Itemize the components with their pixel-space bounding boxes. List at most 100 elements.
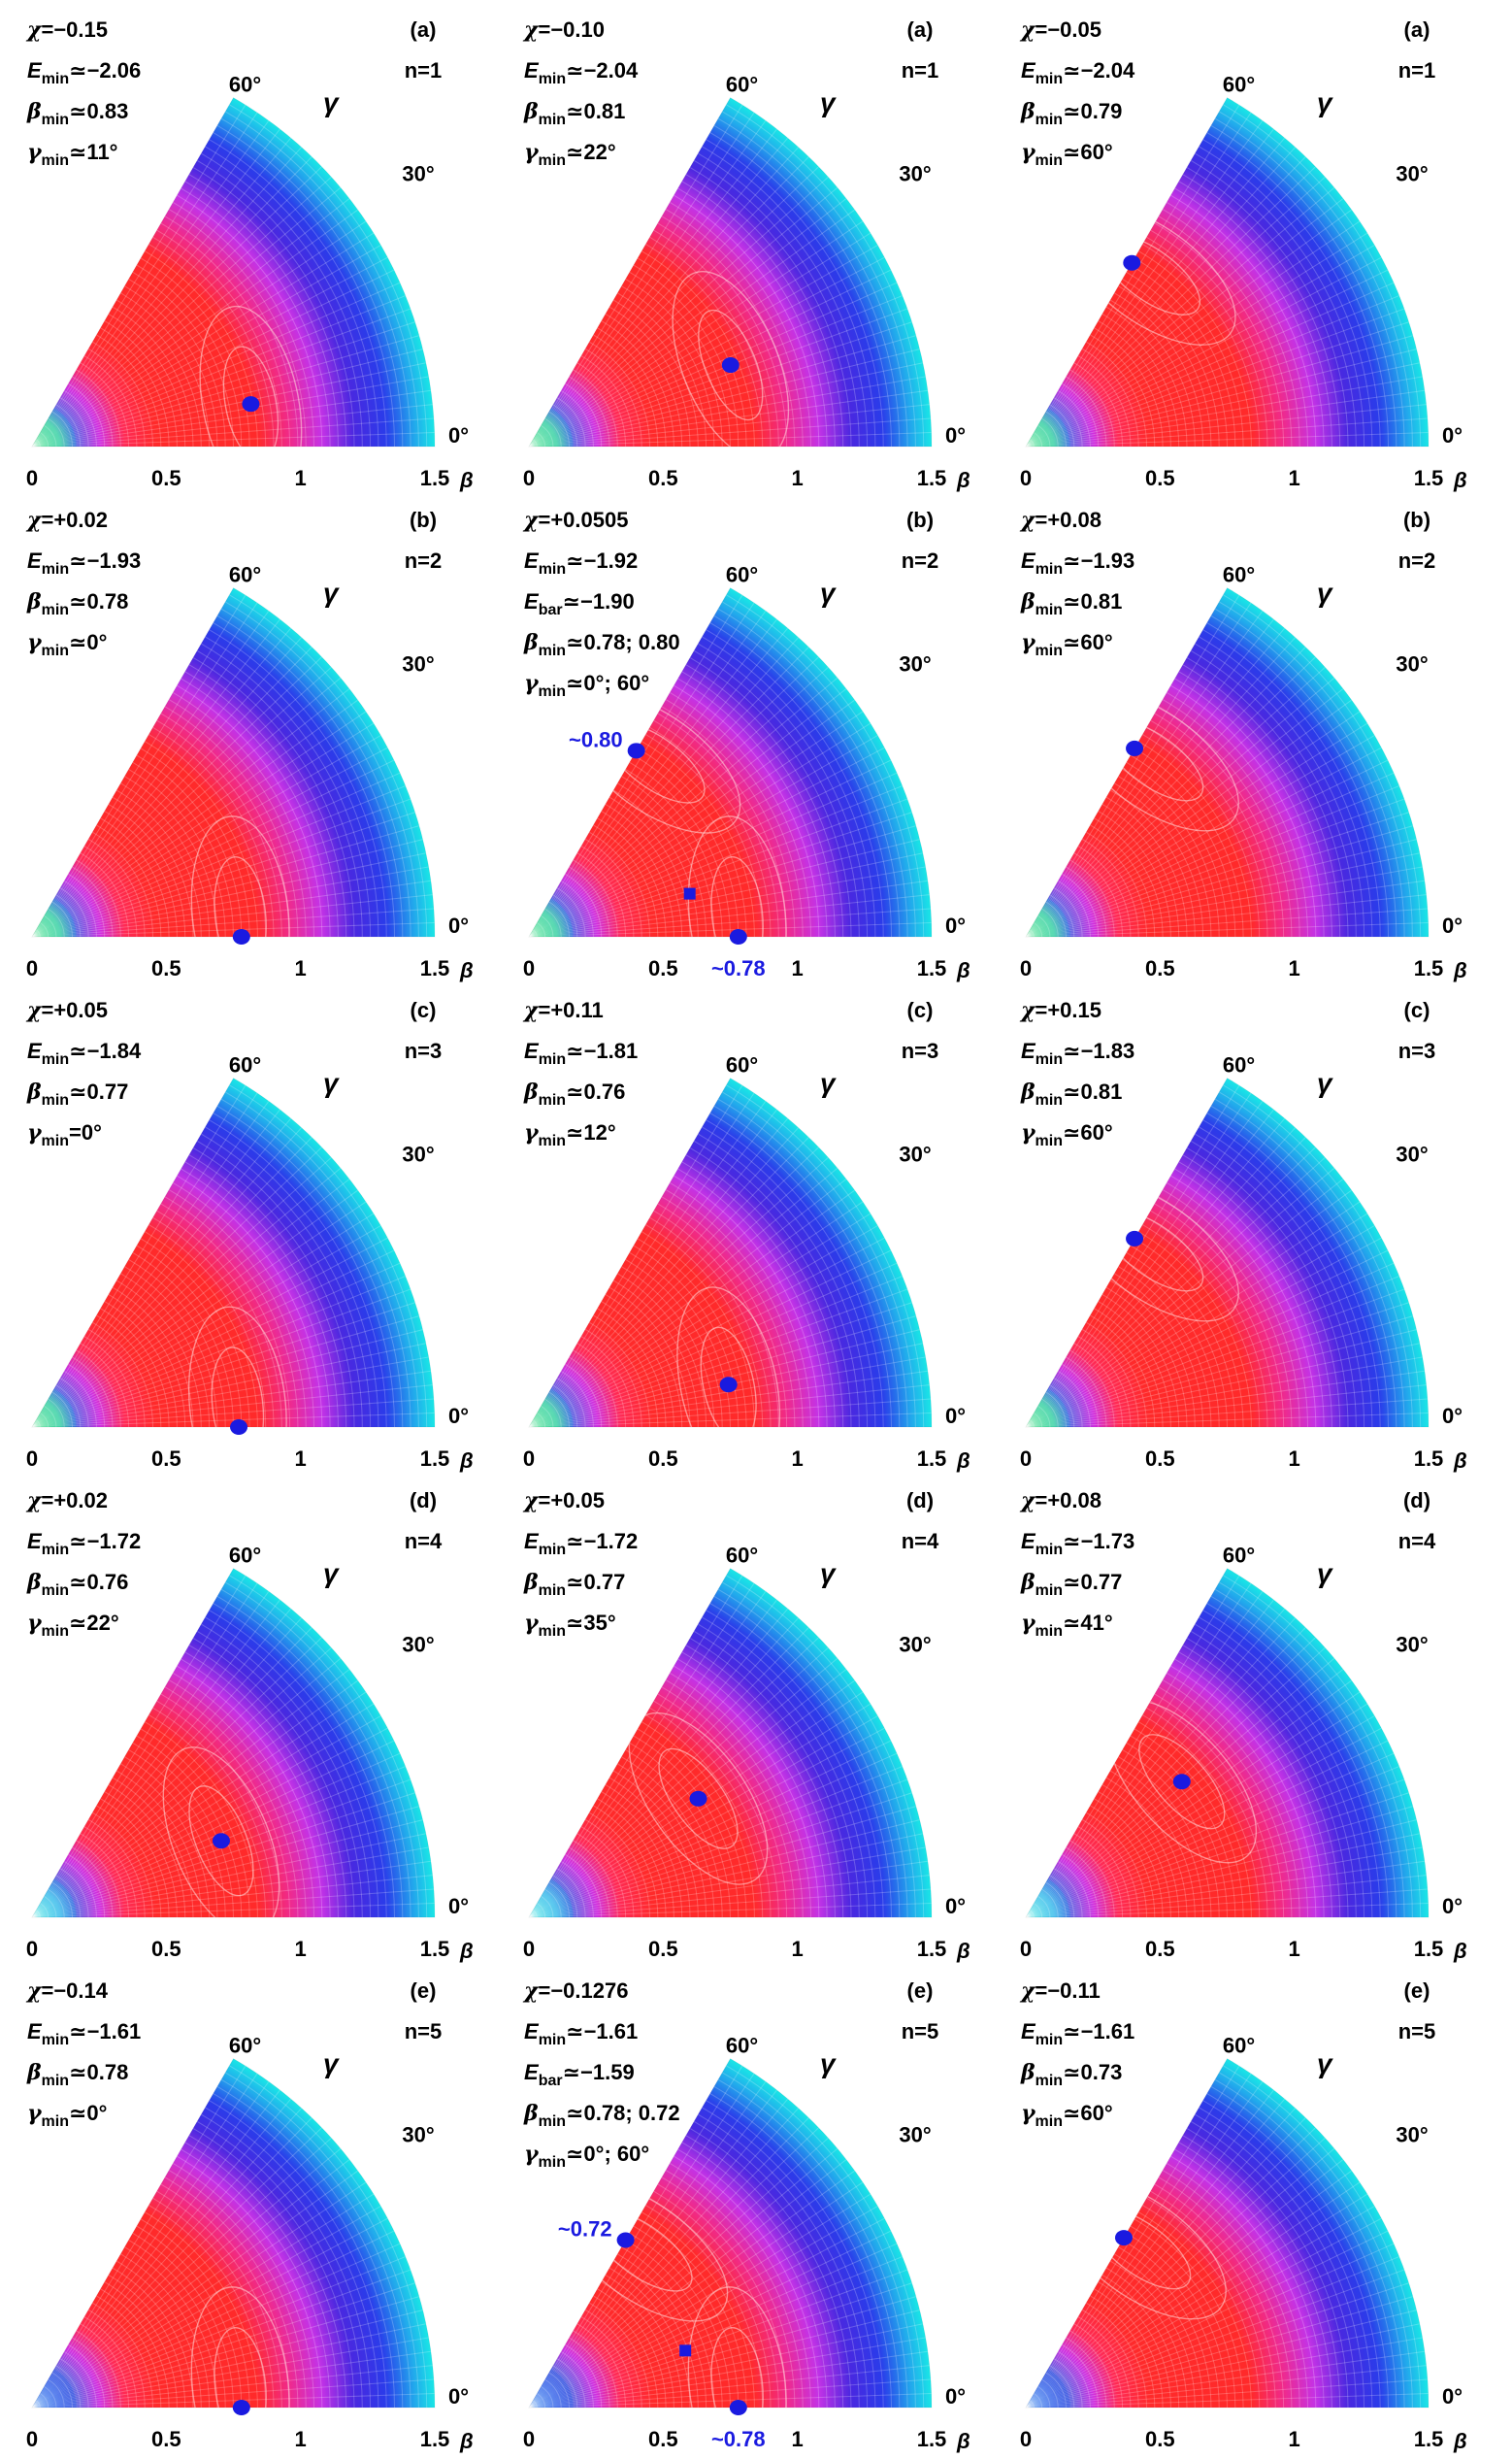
- contour-grid: [1026, 2065, 1429, 2408]
- gamma-tick-30: 30°: [899, 1143, 931, 1167]
- beta-annotation: ~0.78: [711, 956, 766, 980]
- param-line: γmin≃0°; 60°: [524, 2142, 649, 2171]
- beta-tick-2: 1: [1289, 2427, 1300, 2451]
- contour-grid: [529, 104, 932, 447]
- param-line: βmin≃0.78; 0.80: [523, 630, 680, 659]
- minimum-marker: [1114, 2230, 1133, 2246]
- beta-annotation: ~0.80: [569, 727, 623, 751]
- wedge-outline: [1025, 586, 1430, 938]
- beta-axis-symbol: β: [956, 468, 970, 492]
- beta-axis-symbol: β: [459, 958, 474, 982]
- minimum-contours: [162, 1746, 280, 1917]
- wedge-outline: [528, 1077, 933, 1428]
- panel-n-label: n=2: [405, 548, 443, 573]
- beta-tick-1: 0.5: [151, 466, 181, 490]
- beta-tick-0: 0: [26, 1446, 38, 1471]
- beta-tick-3: 1.5: [917, 1937, 947, 1961]
- param-line: χ=−0.11: [1019, 1978, 1101, 2004]
- param-line: βmin≃0.83: [26, 99, 128, 128]
- beta-tick-2: 1: [1289, 1937, 1300, 1961]
- param-line: βmin≃0.78: [26, 589, 128, 618]
- panel-label: (e): [411, 1978, 437, 2003]
- pes-wedge: [32, 1568, 435, 1917]
- beta-axis-symbol: β: [956, 2429, 970, 2453]
- beta-axis-symbol: β: [1453, 468, 1467, 492]
- gamma-tick-30: 30°: [899, 2123, 931, 2147]
- beta-tick-3: 1.5: [1414, 2427, 1444, 2451]
- panel-2-0: 60° 30° 0° γ 0 0.5 1 1.5 β (c) n=3 χ=+0.05 Emin≃−1.8…: [25, 998, 474, 1473]
- beta-tick-2: 1: [295, 956, 307, 980]
- pes-wedge: [1026, 2058, 1430, 2408]
- param-line: γmin≃22°: [524, 140, 616, 169]
- param-line: χ=+0.05: [25, 998, 108, 1023]
- beta-tick-0: 0: [26, 466, 38, 490]
- beta-tick-3: 1.5: [917, 2427, 947, 2451]
- beta-tick-1: 0.5: [648, 1937, 678, 1961]
- gamma-tick-60: 60°: [229, 2034, 261, 2058]
- pes-wedge: [32, 97, 435, 447]
- gamma-tick-60: 60°: [1223, 73, 1255, 97]
- gamma-tick-60: 60°: [229, 73, 261, 97]
- minimum-marker: [689, 1790, 707, 1807]
- minimum-marker: [242, 396, 260, 413]
- beta-tick-3: 1.5: [1414, 1937, 1444, 1961]
- beta-tick-3: 1.5: [420, 956, 450, 980]
- beta-axis-symbol: β: [459, 2429, 474, 2453]
- param-line: γmin≃11°: [27, 140, 117, 169]
- param-line: χ=+0.15: [1019, 998, 1101, 1023]
- gamma-tick-0: 0°: [448, 914, 469, 938]
- param-line: χ=+0.0505: [522, 508, 628, 533]
- panel-2-1: 60° 30° 0° γ 0 0.5 1 1.5 β (c) n=3 χ=+0.11 Emin≃−1.8…: [522, 998, 970, 1473]
- beta-tick-2: 1: [792, 1446, 804, 1471]
- beta-tick-3: 1.5: [1414, 466, 1444, 490]
- panel-2-2: 60° 30° 0° γ 0 0.5 1 1.5 β (c) n=3 χ=+0.15 Emin≃−1.8…: [1019, 998, 1467, 1473]
- gamma-tick-0: 0°: [1442, 914, 1463, 938]
- pes-wedge: [32, 2058, 435, 2408]
- beta-tick-3: 1.5: [1414, 956, 1444, 980]
- beta-tick-0: 0: [1020, 1446, 1032, 1471]
- contour-grid: [1026, 1084, 1429, 1427]
- param-line: γmin≃22°: [27, 1611, 119, 1640]
- param-line: γmin≃60°: [1021, 630, 1113, 659]
- param-line: βmin≃0.77: [1020, 1570, 1122, 1599]
- wedge-outline: [528, 586, 933, 938]
- minimum-contours: [676, 1286, 781, 1427]
- gamma-tick-0: 0°: [1442, 2384, 1463, 2409]
- minimum-marker: [729, 2400, 747, 2415]
- gamma-axis-symbol: γ: [820, 87, 837, 117]
- panel-n-label: n=5: [1398, 2019, 1436, 2044]
- gamma-tick-60: 60°: [726, 1544, 758, 1568]
- param-line: Emin≃−1.81: [524, 1039, 638, 1068]
- panel-label: (c): [1404, 998, 1430, 1022]
- beta-tick-3: 1.5: [1414, 1446, 1444, 1471]
- contour-grid: [32, 1084, 435, 1427]
- gamma-tick-30: 30°: [1396, 1633, 1428, 1657]
- pes-wedge: [1026, 587, 1429, 937]
- gamma-tick-60: 60°: [726, 2034, 758, 2058]
- beta-axis-symbol: β: [459, 468, 474, 492]
- gamma-axis-symbol: γ: [1317, 87, 1333, 117]
- gamma-axis-symbol: γ: [1317, 2048, 1333, 2078]
- beta-tick-2: 1: [1289, 956, 1300, 980]
- panel-4-0: 60° 30° 0° γ 0 0.5 1 1.5 β (e) n=5 χ=−0.14 Emin≃−1.6…: [25, 1978, 474, 2453]
- panel-3-1: 60° 30° 0° γ 0 0.5 1 1.5 β (d) n=4 χ=+0.05 Emin≃−1.7…: [522, 1488, 970, 1963]
- pes-wedge: [1026, 97, 1429, 447]
- panel-n-label: n=4: [1398, 1529, 1436, 1553]
- wedge-outline: [31, 1567, 436, 1918]
- param-line: χ=+0.08: [1019, 1488, 1101, 1513]
- gamma-tick-0: 0°: [448, 1404, 469, 1428]
- gamma-axis-symbol: γ: [820, 578, 837, 608]
- panel-3-2: 60° 30° 0° γ 0 0.5 1 1.5 β (d) n=4 χ=+0.08 Emin≃−1.7…: [1019, 1488, 1467, 1963]
- beta-tick-0: 0: [523, 466, 535, 490]
- pes-wedge: [529, 587, 932, 937]
- param-line: Ebar≃−1.90: [524, 589, 635, 618]
- pes-wedge: [529, 1078, 932, 1427]
- panel-n-label: n=4: [902, 1529, 939, 1553]
- param-line: χ=+0.08: [1019, 508, 1101, 533]
- beta-tick-0: 0: [1020, 466, 1032, 490]
- panel-label: (b): [906, 508, 934, 532]
- minimum-marker: [721, 357, 740, 374]
- minimum-marker: [616, 2232, 635, 2248]
- param-line: βmin≃0.81: [523, 99, 625, 128]
- wedge-outline: [528, 96, 933, 448]
